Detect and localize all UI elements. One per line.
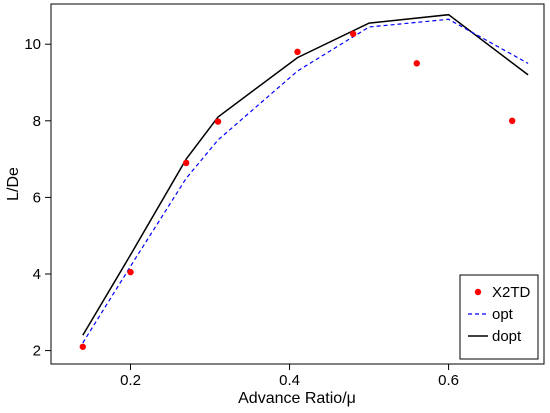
data-point-x2td: [349, 30, 357, 38]
series-layer: [79, 13, 529, 350]
data-point-x2td: [508, 117, 516, 125]
plot-frame: [50, 3, 545, 365]
legend-label-opt: opt: [492, 306, 514, 323]
y-tick-label: 4: [33, 266, 41, 283]
x-tick-label: 0.2: [120, 372, 141, 389]
series-line-opt: [82, 18, 529, 344]
y-tick-label: 2: [33, 343, 41, 360]
data-point-x2td: [127, 268, 134, 276]
legend-label-dopt: dopt: [492, 328, 522, 345]
data-point-x2td: [413, 60, 420, 67]
legend: X2TD opt dopt: [459, 274, 539, 360]
y-tick-label: 10: [24, 36, 41, 53]
data-point-x2td: [294, 48, 301, 56]
x-axis-title: Advance Ratio/μ: [238, 390, 356, 407]
x-axis: 0.2 0.4 0.6: [120, 364, 459, 389]
data-point-x2td: [182, 159, 190, 167]
x-tick-label: 0.6: [438, 372, 459, 389]
x-tick-label: 0.4: [279, 372, 300, 389]
y-tick-label: 8: [33, 113, 41, 130]
legend-items: X2TD opt dopt: [468, 284, 531, 345]
y-tick-label: 6: [33, 189, 41, 206]
legend-label-x2td: X2TD: [492, 284, 531, 301]
legend-marker-x2td: [474, 288, 482, 296]
data-point-x2td: [214, 118, 222, 125]
y-axis: 2 4 6 8 10: [24, 36, 51, 360]
y-axis-title: L/De: [5, 167, 22, 201]
data-point-x2td: [79, 343, 87, 350]
series-line-dopt: [82, 13, 529, 336]
legend-box: [459, 274, 539, 360]
